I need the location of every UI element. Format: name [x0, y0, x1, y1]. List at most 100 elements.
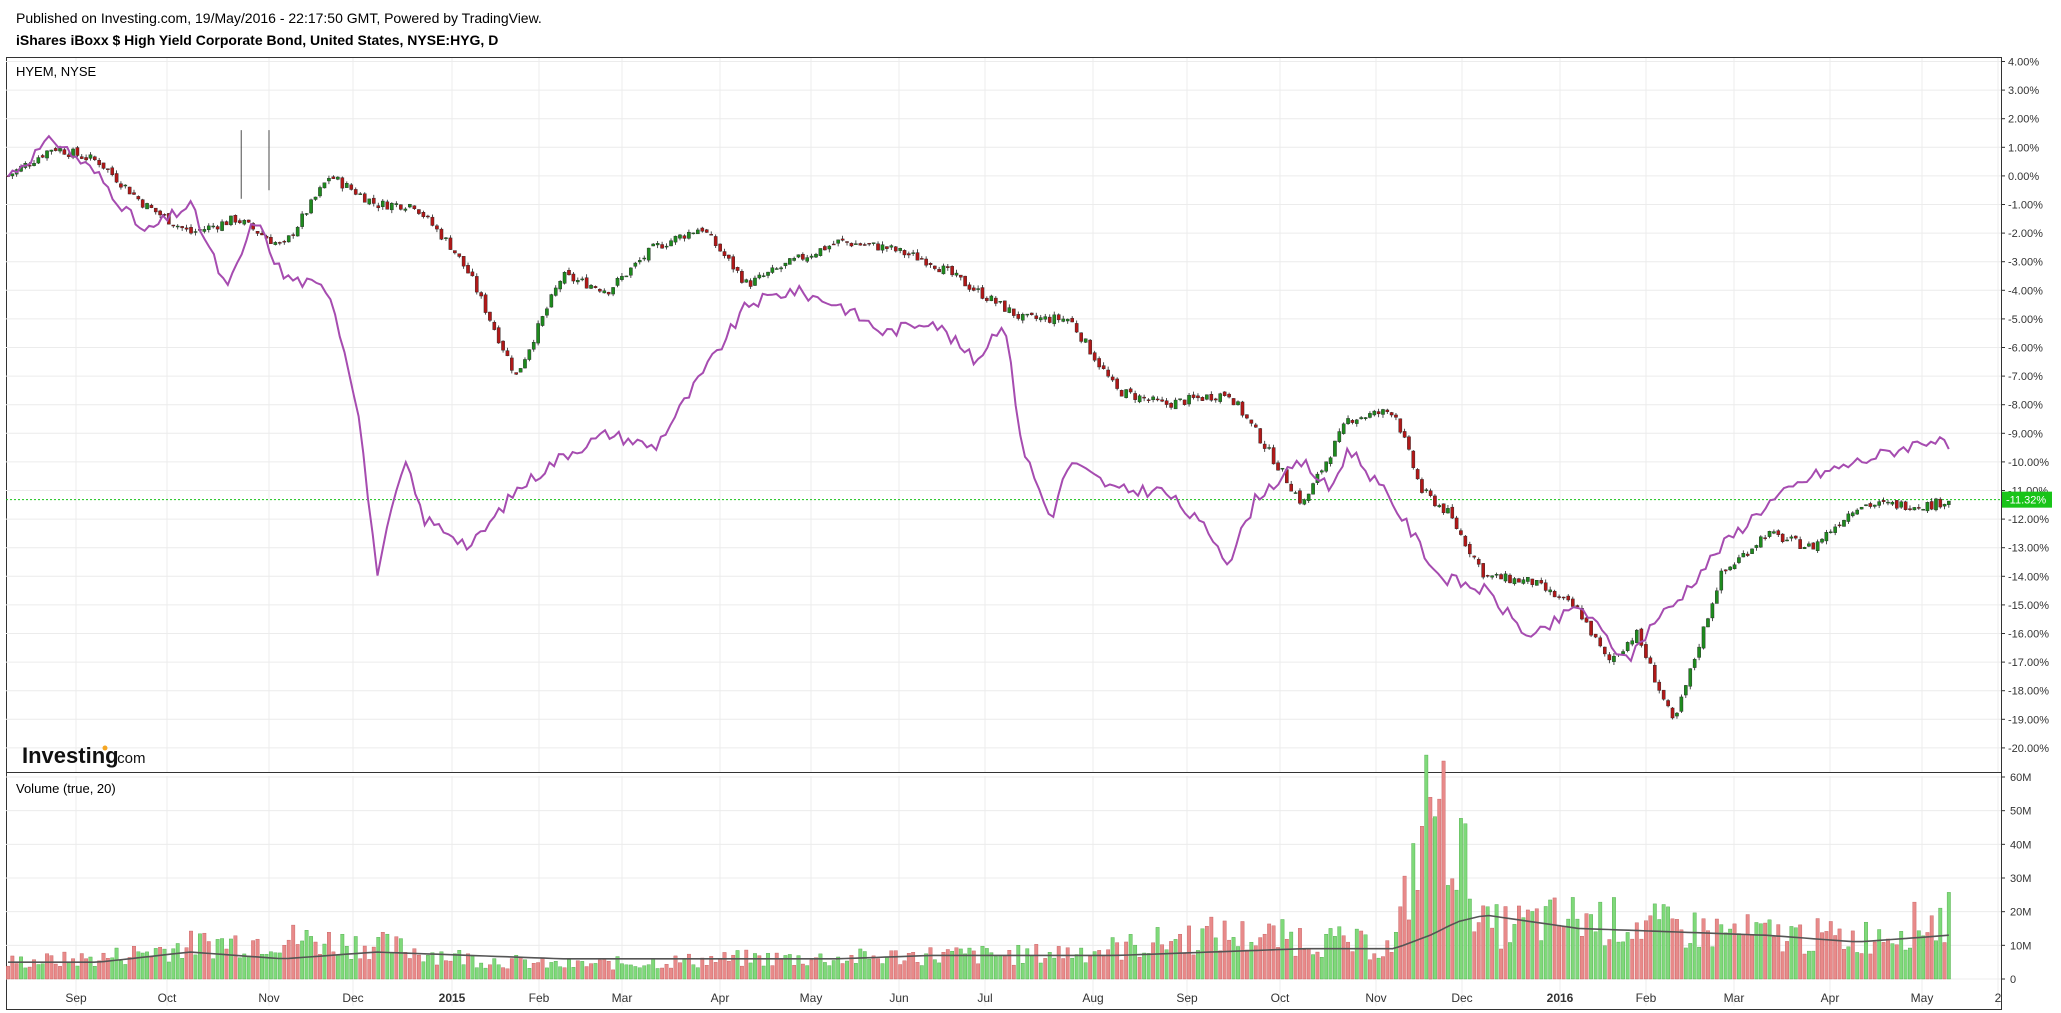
- y-tick-label: -17.00%: [2008, 657, 2049, 669]
- candle-body: [954, 272, 959, 276]
- volume-bar: [1182, 953, 1187, 980]
- volume-bar: [1025, 948, 1030, 980]
- candle-body: [75, 147, 80, 156]
- volume-bar: [1494, 904, 1499, 980]
- candle-body: [1267, 447, 1271, 449]
- volume-bar: [669, 967, 673, 980]
- candle-body: [149, 204, 154, 208]
- volume-bar: [1298, 928, 1302, 980]
- candle-body: [1723, 569, 1728, 572]
- volume-bar: [735, 950, 740, 980]
- candle-body: [562, 272, 567, 284]
- candle-body: [646, 247, 651, 261]
- candle-body: [678, 234, 682, 239]
- candle-body: [933, 265, 937, 269]
- candle-body: [1463, 535, 1468, 547]
- volume-bar: [1570, 897, 1575, 980]
- volume-bar: [1398, 906, 1403, 980]
- volume-bar: [971, 950, 976, 980]
- volume-bar: [1271, 925, 1276, 980]
- volume-bar: [589, 963, 593, 980]
- candle-body: [1886, 501, 1890, 504]
- candle-body: [1394, 414, 1398, 418]
- candle-body: [1570, 598, 1575, 607]
- candle-body: [1354, 419, 1359, 424]
- candle-body: [1661, 689, 1666, 700]
- volume-bar: [1728, 928, 1733, 980]
- volume-bar: [1877, 929, 1882, 980]
- volume-bar: [1850, 930, 1855, 980]
- candle-body: [907, 253, 911, 256]
- volume-bar: [919, 965, 924, 980]
- volume-bar: [1306, 948, 1311, 980]
- volume-bar: [941, 952, 946, 980]
- volume-bar: [1566, 918, 1571, 980]
- volume-bar: [682, 958, 687, 980]
- volume-bar: [1543, 906, 1548, 980]
- volume-bar: [718, 958, 723, 980]
- candle-body: [457, 253, 462, 257]
- candle-body: [233, 215, 238, 223]
- candle-body: [412, 205, 417, 209]
- candle-body: [1258, 428, 1263, 444]
- volume-bar: [1548, 899, 1553, 980]
- volume-bar: [40, 963, 45, 980]
- candle-body: [1020, 314, 1025, 321]
- candle-body: [624, 275, 629, 278]
- volume-bar: [461, 964, 466, 980]
- volume-bar: [911, 952, 916, 980]
- volume-bar: [251, 940, 256, 980]
- candle-body: [448, 237, 453, 250]
- candle-body: [1376, 411, 1381, 415]
- candle-body: [479, 292, 483, 297]
- candle-body: [408, 204, 412, 208]
- candle-body: [1038, 317, 1043, 321]
- x-tick-label: Jul: [977, 991, 992, 1005]
- volume-bar: [349, 959, 354, 980]
- candle-body: [291, 234, 296, 236]
- volume-bar: [845, 960, 849, 980]
- volume-bar: [380, 932, 385, 980]
- candle-body: [1074, 323, 1079, 333]
- candle-body: [950, 266, 954, 276]
- candle-body: [691, 232, 696, 235]
- volume-bar: [255, 938, 260, 980]
- volume-bar: [906, 953, 911, 980]
- volume-bar: [602, 959, 607, 980]
- logo-suffix: .com: [113, 750, 146, 767]
- volume-bar: [407, 958, 412, 980]
- volume-bar: [1750, 934, 1754, 980]
- candle-body: [1385, 409, 1390, 413]
- volume-bar: [642, 965, 647, 980]
- volume-bar: [1437, 798, 1442, 980]
- candle-body: [1169, 403, 1173, 408]
- volume-bar: [1758, 923, 1763, 980]
- volume-bar: [1389, 952, 1394, 980]
- y-tick-label: -9.00%: [2008, 428, 2043, 440]
- candle-body: [1433, 495, 1437, 507]
- volume-bar: [353, 936, 358, 980]
- candle-body: [417, 209, 421, 214]
- volume-bar: [1607, 939, 1612, 980]
- volume-bar: [32, 959, 36, 980]
- candle-body: [1029, 312, 1034, 316]
- candle-body: [1481, 563, 1486, 578]
- candle-body: [1793, 535, 1798, 539]
- candle-body: [1745, 553, 1750, 556]
- candle-body: [1276, 462, 1280, 471]
- volume-bar: [1083, 962, 1088, 980]
- candle-body: [1557, 596, 1561, 598]
- y-tick-label: -4.00%: [2008, 285, 2043, 297]
- candle-body: [867, 243, 871, 245]
- candle-body: [1929, 501, 1934, 510]
- candle-body: [1083, 338, 1088, 343]
- volume-bar: [753, 953, 757, 980]
- candle-body: [796, 254, 801, 258]
- volume-bar: [300, 940, 305, 980]
- candle-body: [889, 245, 894, 248]
- candle-body: [1868, 503, 1873, 507]
- volume-bar: [989, 952, 994, 980]
- volume-bar: [567, 959, 571, 980]
- candle-body: [10, 173, 15, 177]
